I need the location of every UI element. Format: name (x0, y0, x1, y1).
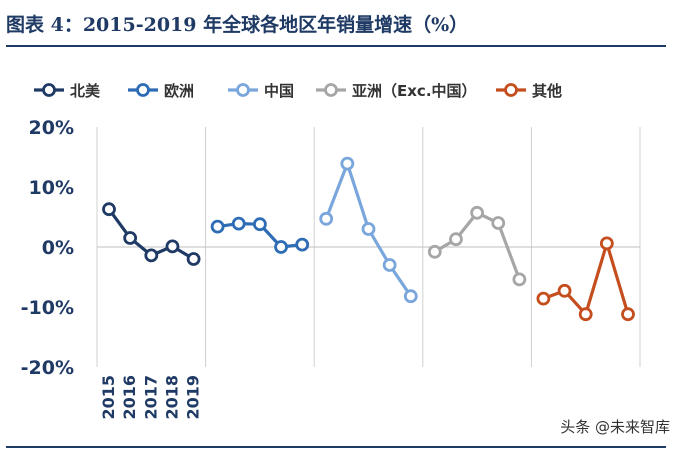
data-point (319, 211, 334, 226)
legend-item: 北美 (34, 82, 101, 100)
y-tick-label: 10% (29, 177, 74, 199)
data-point (295, 237, 310, 252)
series-group (102, 156, 635, 322)
data-point (123, 231, 138, 245)
data-point (557, 283, 572, 298)
legend-label: 中国 (264, 82, 294, 100)
series-line (542, 241, 630, 316)
data-point (102, 202, 116, 217)
series-1 (102, 202, 201, 266)
legend-item: 欧洲 (128, 82, 194, 100)
series-2 (210, 216, 310, 254)
data-point (599, 236, 614, 251)
legend-label: 北美 (70, 82, 101, 100)
figure-title: 图表 4：2015-2019 年全球各地区年销量增速（%） (6, 14, 469, 36)
x-tick-label: 2018 (162, 375, 181, 420)
data-point (470, 205, 485, 220)
legend-item: 亚洲（Exc.中国） (316, 82, 477, 100)
series-4 (427, 205, 527, 287)
y-tick-label: 20% (29, 117, 74, 139)
panel-grid (96, 127, 641, 367)
x-tick-label: 2016 (120, 375, 139, 420)
data-point (621, 307, 635, 322)
legend-swatch-marker (504, 83, 518, 97)
legend-label: 亚洲（Exc.中国） (352, 82, 477, 100)
legend-swatch-marker (136, 83, 150, 97)
data-point (512, 272, 527, 287)
legend-swatch-marker (236, 83, 250, 97)
data-point (427, 244, 442, 259)
data-point (382, 258, 397, 272)
x-tick-label: 2015 (99, 375, 118, 420)
data-point (165, 239, 180, 254)
data-point (231, 216, 246, 231)
title-rule (6, 45, 666, 47)
y-tick-label: -10% (21, 297, 74, 319)
x-axis: 2015 2016 2017 2018 2019 (99, 375, 203, 420)
bottom-rule (6, 446, 666, 448)
data-point (186, 252, 201, 266)
data-point (403, 289, 418, 304)
legend-item: 中国 (228, 82, 294, 100)
watermark: 头条 @未来智库 (560, 418, 670, 436)
y-tick-label: 0% (42, 237, 74, 259)
legend-label: 其他 (532, 82, 562, 100)
y-tick-label: -20% (21, 357, 74, 379)
data-point (536, 291, 551, 306)
series-3 (319, 156, 418, 304)
data-point (361, 222, 376, 236)
legend: 北美 欧洲 中国 亚洲（Exc.中国） 其他 (34, 82, 562, 100)
data-point (252, 217, 267, 232)
series-line (433, 211, 521, 280)
legend-item: 其他 (496, 82, 562, 100)
series-5 (536, 236, 635, 322)
y-axis: 20% 10% 0% -10% -20% (21, 117, 74, 379)
data-point (274, 240, 288, 254)
legend-swatch-marker (42, 83, 56, 97)
data-point (449, 232, 463, 247)
x-tick-label: 2019 (184, 375, 203, 420)
data-point (210, 219, 225, 234)
data-point (340, 156, 355, 171)
data-point (578, 307, 593, 322)
x-tick-label: 2017 (141, 375, 160, 420)
legend-label: 欧洲 (164, 82, 194, 100)
data-point (144, 248, 159, 263)
legend-swatch-marker (324, 83, 338, 97)
data-point (491, 216, 506, 230)
